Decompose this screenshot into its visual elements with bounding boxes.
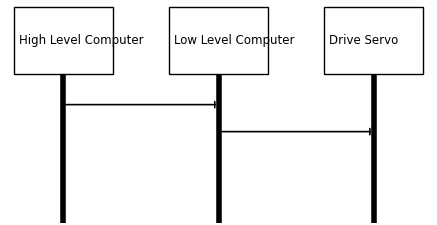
Bar [170, 7, 267, 74]
Text: Low Level Computer: Low Level Computer [174, 34, 294, 47]
Bar [14, 7, 113, 74]
Text: High Level Computer: High Level Computer [18, 34, 143, 47]
Bar [324, 7, 423, 74]
Text: Drive Servo: Drive Servo [329, 34, 398, 47]
